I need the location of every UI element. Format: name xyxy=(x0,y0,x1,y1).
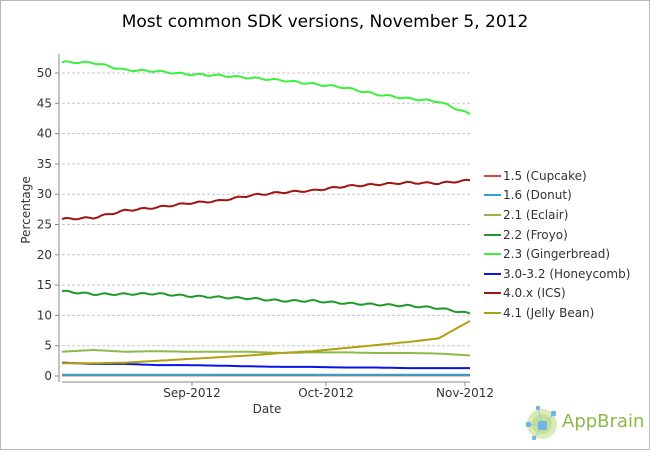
legend-label: 1.6 (Donut) xyxy=(503,188,572,203)
series-line xyxy=(61,60,471,116)
legend-item-donut: 1.6 (Donut) xyxy=(484,186,630,206)
y-tick-label: 20 xyxy=(37,248,52,262)
legend-item-eclair: 2.1 (Eclair) xyxy=(484,205,630,225)
y-tick-label: 40 xyxy=(37,127,52,141)
y-tick-label: 45 xyxy=(37,96,52,110)
legend-swatch xyxy=(484,174,501,177)
network-globe-icon xyxy=(526,406,557,440)
x-tick-label: Sep-2012 xyxy=(163,386,221,400)
legend-item-ics: 4.0.x (ICS) xyxy=(484,284,630,304)
series-line xyxy=(61,178,471,221)
legend-swatch xyxy=(484,311,501,314)
legend-swatch xyxy=(484,292,501,295)
legend-item-froyo: 2.2 (Froyo) xyxy=(484,225,630,245)
legend-swatch xyxy=(484,213,501,216)
y-tick-label: 5 xyxy=(44,339,52,353)
legend-label: 4.0.x (ICS) xyxy=(503,286,566,301)
y-tick-label: 10 xyxy=(37,308,52,322)
y-tick-label: 25 xyxy=(37,218,52,232)
legend-swatch xyxy=(484,272,501,275)
y-tick-label: 0 xyxy=(44,369,52,383)
y-axis-label: Percentage xyxy=(19,176,33,244)
legend-swatch xyxy=(484,253,501,256)
legend-label: 2.1 (Eclair) xyxy=(503,207,569,222)
legend-item-jelly-bean: 4.1 (Jelly Bean) xyxy=(484,303,630,323)
legend-label: 2.3 (Gingerbread) xyxy=(503,247,611,262)
legend-label: 2.2 (Froyo) xyxy=(503,227,568,242)
y-tick-label: 30 xyxy=(37,187,52,201)
series-line xyxy=(62,320,471,365)
y-tick-label: 50 xyxy=(37,66,52,80)
chart-legend: 1.5 (Cupcake) 1.6 (Donut) 2.1 (Eclair) 2… xyxy=(484,166,630,323)
legend-swatch xyxy=(484,233,501,236)
legend-label: 1.5 (Cupcake) xyxy=(503,168,587,183)
appbrain-logo: AppBrain xyxy=(520,402,645,444)
y-tick-label: 15 xyxy=(37,278,52,292)
legend-item-honeycomb: 3.0-3.2 (Honeycomb) xyxy=(484,264,630,284)
series-line xyxy=(61,361,470,370)
series-line xyxy=(61,289,471,315)
x-axis-label: Date xyxy=(253,402,282,416)
legend-swatch xyxy=(484,194,501,197)
x-tick-label: Oct-2012 xyxy=(298,386,354,400)
series-line xyxy=(61,348,471,357)
x-tick-label: Nov-2012 xyxy=(436,386,494,400)
legend-label: 4.1 (Jelly Bean) xyxy=(503,305,595,320)
chart-title: Most common SDK versions, November 5, 20… xyxy=(121,12,529,32)
y-tick-label: 35 xyxy=(37,157,52,171)
legend-item-cupcake: 1.5 (Cupcake) xyxy=(484,166,630,186)
legend-label: 3.0-3.2 (Honeycomb) xyxy=(503,266,631,281)
watermark-text: AppBrain xyxy=(562,411,645,432)
legend-item-gingerbread: 2.3 (Gingerbread) xyxy=(484,244,630,264)
